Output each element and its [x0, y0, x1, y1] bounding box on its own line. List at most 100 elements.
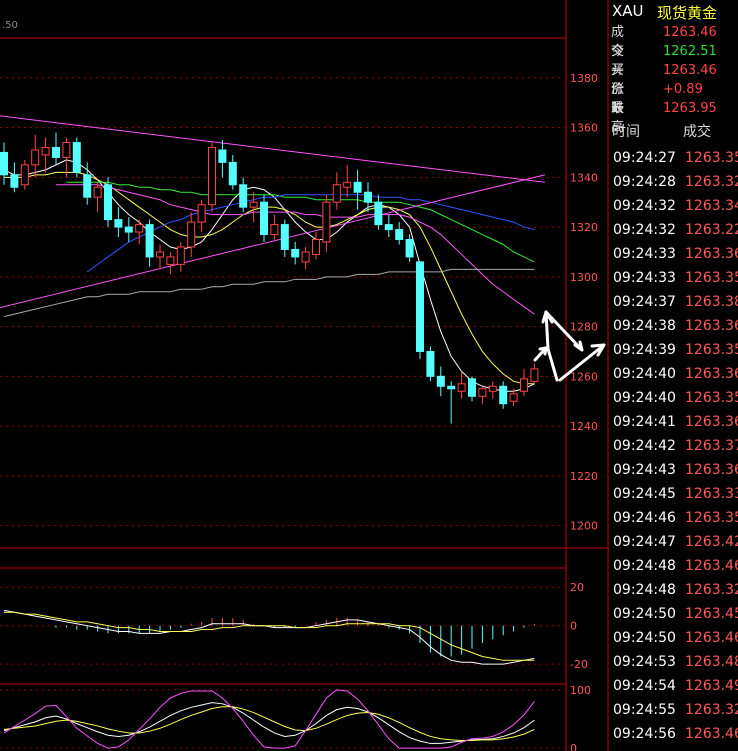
list-item[interactable]: 09:24:32 1263.22	[613, 218, 738, 242]
trade-time: 09:24:40	[613, 366, 676, 382]
trade-time: 09:24:33	[613, 270, 676, 286]
candle-down	[499, 385, 508, 405]
list-item[interactable]: 09:24:40 1263.36	[613, 362, 738, 386]
y-tick-label: 0	[570, 620, 577, 633]
trade-time: 09:24:48	[613, 582, 676, 598]
quote-value: 1263.95	[663, 101, 717, 116]
candle-down	[426, 350, 435, 377]
list-item[interactable]: 09:24:27 1263.35	[613, 146, 738, 170]
y-tick-label: 1280	[570, 321, 598, 334]
trade-time: 09:24:53	[613, 654, 676, 670]
candle-down	[260, 201, 268, 236]
list-item[interactable]: 09:24:37 1263.38	[613, 290, 738, 314]
trade-price: 1263.46	[685, 558, 738, 574]
list-item[interactable]: 09:24:28 1263.32	[613, 170, 738, 194]
candle-down	[145, 224, 154, 258]
candle-down	[364, 191, 372, 203]
trend-line	[0, 115, 545, 183]
list-item[interactable]: 09:24:50 1263.45	[613, 602, 738, 626]
list-item[interactable]: 09:24:42 1263.37	[613, 434, 738, 458]
y-tick-label: 1220	[570, 470, 598, 483]
candle-up	[208, 146, 216, 206]
candle-down	[10, 174, 19, 188]
quote-key: 涨跌	[611, 82, 625, 116]
trade-price: 1263.34	[685, 198, 738, 214]
trade-time: 09:24:54	[613, 678, 676, 694]
list-item[interactable]: 09:24:33 1263.35	[613, 266, 738, 290]
trade-time: 09:24:46	[613, 510, 676, 526]
trade-time: 09:24:50	[613, 630, 676, 646]
trade-price: 1263.33	[685, 486, 738, 502]
candle-down	[218, 149, 227, 163]
candle-down	[72, 141, 81, 173]
trade-time: 09:24:39	[613, 342, 676, 358]
annotation-arrow	[544, 310, 584, 352]
trade-time: 09:24:41	[613, 414, 676, 430]
list-item[interactable]: 09:24:56 1263.46	[613, 722, 738, 746]
list-item[interactable]: 09:24:53 1263.48	[613, 650, 738, 674]
quote-value: 1263.46	[663, 63, 717, 78]
y-tick-label: 1380	[570, 72, 598, 85]
trade-time: 09:24:28	[613, 174, 676, 190]
list-item[interactable]: 09:24:45 1263.33	[613, 482, 738, 506]
symbol-name: 现货黄金	[657, 4, 718, 22]
moving-average-line	[4, 171, 535, 385]
list-item[interactable]: 09:24:54 1263.49	[613, 674, 738, 698]
trade-time: 09:24:37	[613, 294, 676, 310]
list-item[interactable]: 09:24:55 1263.32	[613, 698, 738, 722]
chart-top-label: .50	[2, 20, 18, 31]
candle-up	[509, 393, 518, 402]
trade-time: 09:24:42	[613, 438, 676, 454]
candle-up	[156, 251, 164, 258]
trade-price: 1263.42	[685, 534, 738, 550]
candle-down	[104, 184, 112, 221]
y-tick-label: -20	[570, 658, 588, 671]
list-item[interactable]: 09:24:38 1263.36	[613, 314, 738, 338]
candle-down	[384, 224, 393, 231]
y-tick-label: 1360	[570, 122, 598, 135]
trade-price: 1263.35	[685, 510, 738, 526]
trade-time: 09:24:33	[613, 246, 676, 262]
y-tick-label: 20	[570, 581, 584, 594]
candle-down	[374, 201, 383, 226]
candle-down	[395, 229, 404, 241]
list-item[interactable]: 09:24:32 1263.34	[613, 194, 738, 218]
list-item[interactable]: 09:24:50 1263.46	[613, 626, 738, 650]
trade-time: 09:24:40	[613, 390, 676, 406]
kdj-j-line	[3, 689, 535, 749]
list-item[interactable]: 09:24:46 1263.35	[613, 506, 738, 530]
candle-down	[447, 385, 456, 390]
list-item[interactable]: 09:24:39 1263.35	[613, 338, 738, 362]
trade-price: 1263.45	[685, 606, 738, 622]
list-item[interactable]: 09:24:41 1263.36	[613, 410, 738, 434]
candle-down	[0, 151, 8, 176]
trade-time: 09:24:47	[613, 534, 676, 550]
y-tick-label: 1260	[570, 370, 598, 383]
trade-price: 1263.49	[685, 678, 738, 694]
list-item[interactable]: 09:24:48 1263.32	[613, 578, 738, 602]
trade-price: 1263.32	[685, 702, 738, 718]
candle-up	[332, 184, 341, 203]
candle-up	[93, 186, 102, 198]
trade-price: 1263.38	[685, 294, 738, 310]
y-tick-label: 1240	[570, 420, 598, 433]
candle-down	[436, 375, 445, 387]
trade-price: 1263.46	[685, 726, 738, 742]
list-item[interactable]: 09:24:47 1263.42	[613, 530, 738, 554]
candle-down	[239, 184, 248, 208]
list-item[interactable]: 09:24:33 1263.36	[613, 242, 738, 266]
trade-price: 1263.36	[685, 462, 738, 478]
list-item[interactable]: 09:24:48 1263.46	[613, 554, 738, 578]
trade-time: 09:24:43	[613, 462, 676, 478]
candle-up	[322, 201, 331, 243]
symbol-code: XAU	[612, 2, 644, 20]
candle-up	[62, 141, 71, 158]
list-item[interactable]: 09:24:40 1263.35	[613, 386, 738, 410]
moving-average-line	[86, 194, 535, 273]
macd-dif-line	[3, 609, 535, 665]
candle-down	[124, 226, 133, 233]
list-item[interactable]: 09:24:43 1263.36	[613, 458, 738, 482]
annotation-arrow	[533, 346, 548, 362]
quote-value: +0.89	[663, 82, 703, 97]
y-tick-label: 1340	[570, 171, 598, 184]
